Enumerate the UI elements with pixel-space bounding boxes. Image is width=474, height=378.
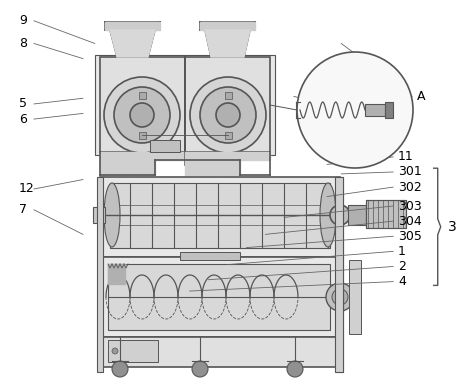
- Text: 9: 9: [19, 14, 27, 27]
- Polygon shape: [108, 264, 125, 284]
- Bar: [366, 200, 406, 228]
- Text: 6: 6: [19, 113, 27, 125]
- Bar: [100, 177, 340, 257]
- Text: 2: 2: [398, 260, 406, 273]
- Bar: [95, 55, 185, 155]
- Bar: [335, 177, 343, 372]
- Text: 303: 303: [398, 200, 422, 212]
- Polygon shape: [205, 30, 250, 57]
- Bar: [365, 104, 385, 116]
- Bar: [225, 132, 232, 139]
- Text: 302: 302: [398, 181, 422, 194]
- Circle shape: [200, 87, 256, 143]
- Polygon shape: [185, 152, 270, 175]
- Text: 7: 7: [19, 203, 27, 216]
- Bar: [108, 340, 158, 362]
- Circle shape: [114, 87, 170, 143]
- Bar: [100, 57, 185, 152]
- Bar: [348, 205, 366, 225]
- Circle shape: [287, 361, 303, 377]
- Bar: [337, 177, 343, 372]
- Bar: [180, 252, 240, 260]
- Text: 305: 305: [398, 230, 422, 243]
- Circle shape: [130, 103, 154, 127]
- Bar: [97, 177, 103, 372]
- Circle shape: [190, 77, 266, 153]
- Text: 1: 1: [398, 245, 406, 258]
- Text: A: A: [417, 90, 426, 103]
- Text: 8: 8: [19, 37, 27, 50]
- Bar: [93, 207, 105, 223]
- Bar: [225, 92, 232, 99]
- Bar: [100, 257, 340, 337]
- Bar: [185, 55, 275, 155]
- Text: 301: 301: [398, 166, 422, 178]
- Text: 3: 3: [448, 220, 456, 234]
- Circle shape: [104, 77, 180, 153]
- Circle shape: [330, 205, 350, 225]
- Circle shape: [112, 361, 128, 377]
- Polygon shape: [200, 22, 255, 30]
- Bar: [385, 102, 393, 118]
- Text: 12: 12: [19, 183, 35, 195]
- Text: 304: 304: [398, 215, 422, 228]
- Circle shape: [216, 103, 240, 127]
- Ellipse shape: [320, 183, 336, 247]
- Bar: [349, 260, 361, 334]
- Polygon shape: [110, 30, 155, 57]
- Bar: [100, 337, 340, 367]
- Text: 10: 10: [398, 115, 414, 127]
- Bar: [139, 132, 146, 139]
- Text: 11: 11: [398, 150, 414, 163]
- Bar: [139, 92, 146, 99]
- Polygon shape: [105, 22, 160, 30]
- Text: 5: 5: [19, 98, 27, 110]
- Text: 4: 4: [398, 275, 406, 288]
- Circle shape: [112, 348, 118, 354]
- Ellipse shape: [104, 183, 120, 247]
- Circle shape: [297, 52, 413, 168]
- Bar: [110, 183, 330, 248]
- Circle shape: [326, 283, 354, 311]
- Polygon shape: [100, 152, 185, 175]
- Bar: [108, 264, 330, 330]
- Circle shape: [332, 289, 348, 305]
- Bar: [366, 200, 406, 228]
- Bar: [185, 57, 270, 152]
- Bar: [150, 140, 180, 152]
- Circle shape: [192, 361, 208, 377]
